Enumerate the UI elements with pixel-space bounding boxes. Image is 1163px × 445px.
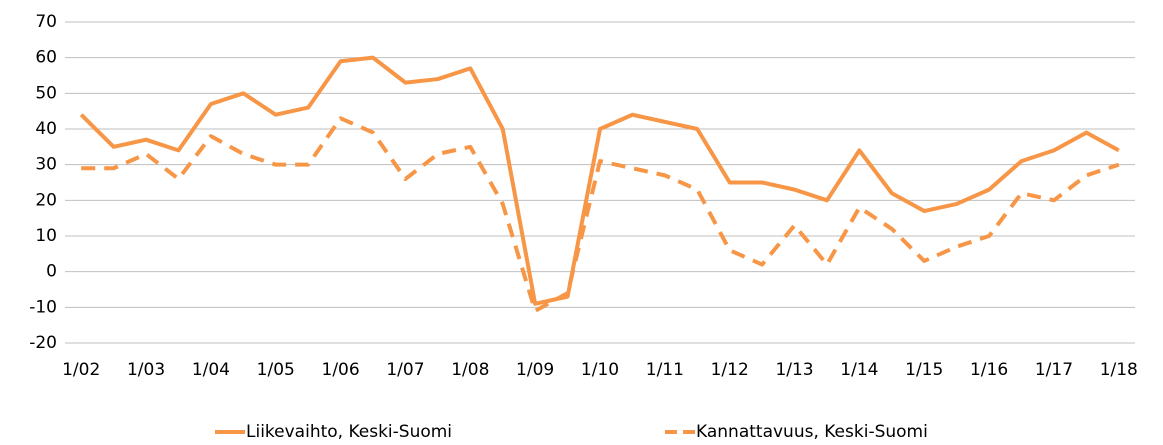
- y-tick-label: -20: [29, 333, 57, 353]
- y-tick-label: 20: [35, 190, 57, 210]
- x-tick-label: 1/12: [711, 360, 749, 380]
- x-tick-label: 1/14: [840, 360, 878, 380]
- legend-label: Kannattavuus, Keski-Suomi: [696, 422, 928, 442]
- series-line: [79, 55, 1120, 306]
- x-tick-label: 1/06: [322, 360, 360, 380]
- y-tick-label: 0: [46, 262, 57, 282]
- x-tick-label: 1/16: [970, 360, 1008, 380]
- x-tick-label: 1/03: [127, 360, 165, 380]
- x-tick-label: 1/15: [905, 360, 943, 380]
- x-tick-label: 1/09: [516, 360, 554, 380]
- x-tick-label: 1/02: [62, 360, 100, 380]
- legend-label: Liikevaihto, Keski-Suomi: [246, 422, 452, 442]
- y-tick-label: 70: [35, 12, 57, 32]
- series-line: [81, 116, 1120, 313]
- x-tick-label: 1/08: [451, 360, 489, 380]
- x-tick-label: 1/18: [1100, 360, 1138, 380]
- x-tick-label: 1/05: [257, 360, 295, 380]
- x-tick-label: 1/13: [775, 360, 813, 380]
- x-tick-label: 1/07: [386, 360, 424, 380]
- x-tick-label: 1/11: [646, 360, 684, 380]
- y-tick-label: 50: [35, 83, 57, 103]
- y-tick-label: -10: [29, 297, 57, 317]
- x-tick-label: 1/10: [581, 360, 619, 380]
- x-tick-label: 1/04: [192, 360, 230, 380]
- y-tick-label: 40: [35, 119, 57, 139]
- y-tick-label: 30: [35, 155, 57, 175]
- y-tick-label: 60: [35, 48, 57, 68]
- y-tick-label: 10: [35, 226, 57, 246]
- x-tick-label: 1/17: [1035, 360, 1073, 380]
